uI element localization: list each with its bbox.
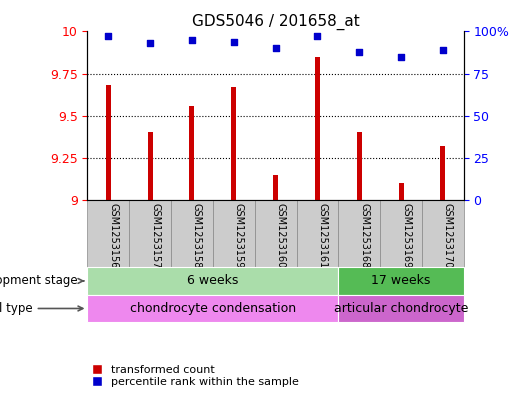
Point <box>104 33 112 40</box>
Point <box>313 33 322 40</box>
Text: GSM1253168: GSM1253168 <box>359 203 369 268</box>
Text: GSM1253159: GSM1253159 <box>234 203 244 268</box>
FancyBboxPatch shape <box>87 295 338 322</box>
Bar <box>189 106 195 200</box>
Bar <box>315 57 320 200</box>
Bar <box>440 146 445 200</box>
Text: GSM1253160: GSM1253160 <box>276 203 286 268</box>
FancyBboxPatch shape <box>380 200 422 267</box>
Bar <box>399 183 403 200</box>
Text: cell type: cell type <box>0 302 83 315</box>
Text: GSM1253157: GSM1253157 <box>150 203 160 269</box>
Title: GDS5046 / 201658_at: GDS5046 / 201658_at <box>192 14 359 30</box>
Text: 17 weeks: 17 weeks <box>372 274 431 287</box>
Bar <box>231 87 236 200</box>
Point <box>355 48 364 55</box>
Point <box>439 47 447 53</box>
Text: GSM1253156: GSM1253156 <box>108 203 118 268</box>
FancyBboxPatch shape <box>338 267 464 295</box>
FancyBboxPatch shape <box>255 200 296 267</box>
FancyBboxPatch shape <box>171 200 213 267</box>
FancyBboxPatch shape <box>87 267 338 295</box>
Legend: transformed count, percentile rank within the sample: transformed count, percentile rank withi… <box>93 365 299 387</box>
Point <box>397 53 405 60</box>
FancyBboxPatch shape <box>422 200 464 267</box>
Text: 6 weeks: 6 weeks <box>187 274 239 287</box>
Point <box>271 45 280 51</box>
FancyBboxPatch shape <box>338 295 464 322</box>
Point <box>188 37 196 43</box>
Point <box>229 39 238 45</box>
Bar <box>106 85 111 200</box>
FancyBboxPatch shape <box>129 200 171 267</box>
Text: GSM1253169: GSM1253169 <box>401 203 411 268</box>
Text: GSM1253170: GSM1253170 <box>443 203 453 268</box>
Bar <box>148 132 153 200</box>
Text: development stage: development stage <box>0 274 84 287</box>
FancyBboxPatch shape <box>213 200 255 267</box>
Text: GSM1253158: GSM1253158 <box>192 203 202 268</box>
FancyBboxPatch shape <box>296 200 338 267</box>
Bar <box>357 132 362 200</box>
Text: GSM1253161: GSM1253161 <box>317 203 328 268</box>
FancyBboxPatch shape <box>87 200 129 267</box>
Text: articular chondrocyte: articular chondrocyte <box>334 302 468 315</box>
Point <box>146 40 154 46</box>
FancyBboxPatch shape <box>338 200 380 267</box>
Bar <box>273 174 278 200</box>
Text: chondrocyte condensation: chondrocyte condensation <box>130 302 296 315</box>
